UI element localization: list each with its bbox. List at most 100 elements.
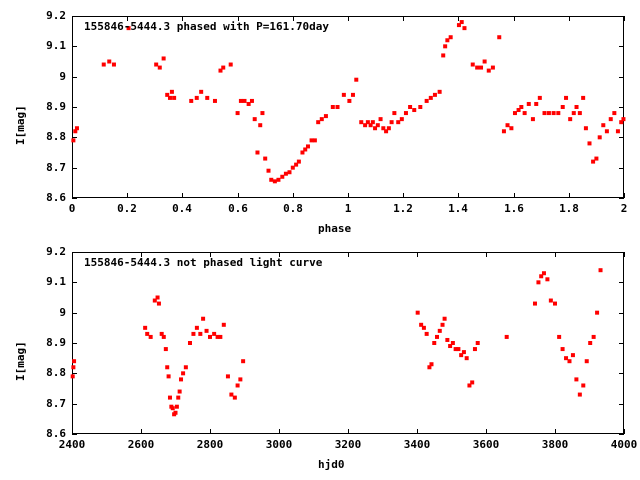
- data-point: [155, 295, 160, 300]
- data-point: [619, 120, 624, 125]
- data-point: [501, 129, 506, 134]
- x-tick-mark: [624, 16, 625, 21]
- data-point: [165, 92, 170, 97]
- data-point: [418, 105, 423, 109]
- y-tick-label: 9.2: [46, 9, 66, 22]
- data-point: [445, 337, 450, 342]
- y-tick-mark: [72, 198, 77, 199]
- data-point: [615, 129, 620, 134]
- x-tick-label: 2: [620, 202, 628, 215]
- x-tick-label: 1: [344, 202, 352, 215]
- data-point: [276, 177, 281, 182]
- y-tick-mark: [72, 16, 77, 17]
- data-point: [181, 371, 186, 376]
- data-point: [166, 374, 171, 379]
- data-point: [232, 395, 237, 400]
- data-point: [574, 105, 579, 109]
- data-point: [556, 111, 561, 116]
- x-tick-mark: [569, 193, 570, 198]
- x-tick-mark: [348, 252, 349, 257]
- data-point: [539, 274, 544, 279]
- data-point: [161, 334, 166, 339]
- x-tick-mark: [403, 193, 404, 198]
- y-tick-mark: [619, 313, 624, 314]
- data-point: [595, 310, 600, 315]
- data-point: [204, 328, 209, 333]
- data-point: [252, 117, 257, 122]
- data-point: [532, 301, 537, 306]
- data-point: [441, 53, 446, 58]
- data-point: [587, 141, 592, 146]
- x-tick-mark: [514, 16, 515, 21]
- x-tick-mark: [72, 16, 73, 21]
- data-point: [126, 26, 131, 31]
- data-point: [464, 356, 469, 361]
- y-tick-mark: [619, 373, 624, 374]
- data-point: [167, 95, 172, 100]
- data-point: [384, 129, 389, 134]
- data-point: [428, 95, 433, 100]
- data-point: [143, 325, 148, 330]
- data-point: [212, 331, 217, 336]
- data-point: [354, 77, 359, 82]
- x-tick-label: 3800: [541, 438, 569, 451]
- data-point: [509, 126, 514, 131]
- data-point: [386, 126, 391, 131]
- x-tick-mark: [486, 252, 487, 257]
- data-point: [238, 377, 243, 382]
- y-tick-mark: [72, 434, 77, 435]
- x-tick-mark: [182, 193, 183, 198]
- y-tick-mark: [72, 373, 77, 374]
- data-point: [427, 365, 432, 370]
- x-tick-label: 3000: [265, 438, 293, 451]
- x-tick-mark: [279, 429, 280, 434]
- x-tick-label: 1.6: [504, 202, 524, 215]
- data-point: [266, 168, 271, 173]
- data-point: [296, 159, 301, 164]
- data-point: [272, 179, 277, 184]
- data-point: [375, 123, 380, 128]
- x-tick-label: 0.2: [117, 202, 137, 215]
- data-point: [73, 129, 78, 134]
- data-point: [472, 347, 477, 352]
- data-point: [442, 316, 447, 321]
- data-point: [228, 62, 233, 67]
- data-point: [456, 23, 461, 28]
- data-point: [448, 35, 453, 40]
- data-point: [570, 353, 575, 358]
- y-tick-mark: [619, 46, 624, 47]
- data-point: [392, 111, 397, 116]
- data-point: [577, 111, 582, 116]
- data-point: [486, 68, 491, 73]
- x-tick-mark: [127, 193, 128, 198]
- y-tick-mark: [619, 77, 624, 78]
- data-point: [551, 111, 556, 116]
- data-point: [179, 377, 184, 382]
- x-tick-mark: [624, 252, 625, 257]
- data-point: [316, 120, 321, 125]
- data-point: [557, 334, 562, 339]
- data-point: [470, 62, 475, 67]
- y-tick-mark: [72, 77, 77, 78]
- data-point: [290, 165, 295, 170]
- data-point: [205, 95, 210, 100]
- x-tick-label: 0.6: [228, 202, 248, 215]
- data-point: [280, 174, 285, 179]
- x-tick-mark: [293, 16, 294, 21]
- data-point: [389, 120, 394, 125]
- x-tick-mark: [348, 429, 349, 434]
- data-point: [560, 347, 565, 352]
- x-tick-mark: [624, 429, 625, 434]
- data-point: [183, 365, 188, 370]
- y-tick-mark: [72, 46, 77, 47]
- data-point: [440, 322, 445, 327]
- data-point: [608, 117, 613, 122]
- data-point: [530, 117, 535, 122]
- data-point: [403, 111, 408, 116]
- x-tick-mark: [486, 429, 487, 434]
- x-tick-label: 0.4: [172, 202, 192, 215]
- data-point: [212, 98, 217, 103]
- data-point: [74, 126, 79, 131]
- data-point: [363, 123, 368, 128]
- x-tick-mark: [279, 252, 280, 257]
